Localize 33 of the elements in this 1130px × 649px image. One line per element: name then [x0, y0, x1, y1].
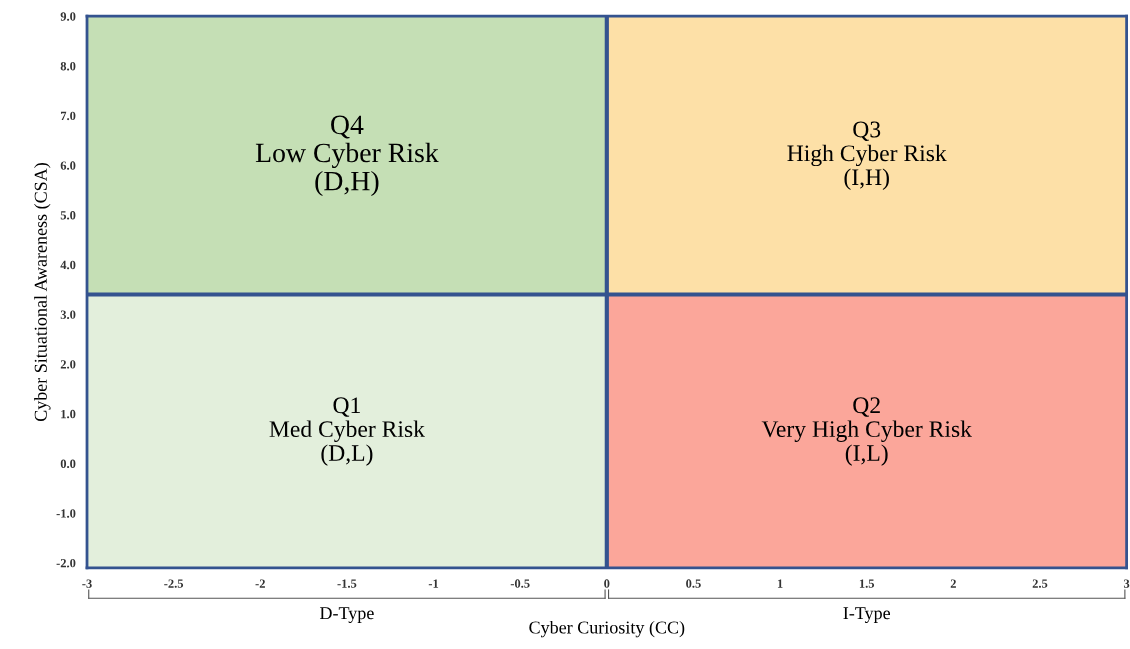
x-tick-label: -3: [82, 579, 92, 588]
x-tick-label: -0.5: [510, 579, 530, 588]
x-tick-label: -2.5: [164, 579, 184, 588]
annotation: Q3 High Cyber Risk (I,H): [787, 121, 947, 190]
x-tick-label: -2: [255, 579, 265, 588]
x-tick-label: 0: [604, 579, 610, 588]
x-tick-label: 3: [1123, 579, 1130, 588]
x-tick-label: 2: [950, 579, 956, 588]
annotation: Q4 Low Cyber Risk (D,H): [255, 115, 439, 197]
y-axis-title: Cyber Situational Awareness (CSA): [34, 163, 51, 422]
y-tick-label: -1.0: [56, 509, 76, 518]
x-tick-label: 2.5: [1032, 579, 1048, 588]
y-tick-label: 1.0: [61, 409, 76, 419]
x-axis-title: Cyber Curiosity (CC): [529, 620, 685, 638]
y-tick-label: 4.0: [60, 260, 76, 270]
annotation: Q2 Very High Cyber Risk (I,L): [761, 397, 972, 466]
x-tick-label: 1.5: [859, 579, 875, 588]
x-tick-label: 1: [777, 579, 783, 588]
y-tick-label: 3.0: [60, 310, 76, 319]
x-tick-label: -1.5: [337, 579, 357, 588]
y-tick-label: 8.0: [60, 61, 76, 71]
y-tick-label: -2.0: [56, 558, 76, 568]
x-tick-label: 0.5: [686, 579, 701, 588]
annotation: Q1 Med Cyber Risk (D,L): [269, 397, 425, 466]
y-tick-label: 6.0: [60, 161, 76, 170]
y-tick-label: 0.0: [60, 459, 76, 469]
y-tick-label: 9.0: [60, 12, 76, 21]
x-tick-label: -1: [428, 579, 439, 588]
text: D-Type: [319, 607, 374, 623]
y-tick-label: 7.0: [60, 111, 76, 121]
y-tick-label: 2.0: [60, 360, 76, 369]
y-tick-label: 5.0: [60, 211, 76, 220]
text: I-Type: [843, 607, 891, 623]
